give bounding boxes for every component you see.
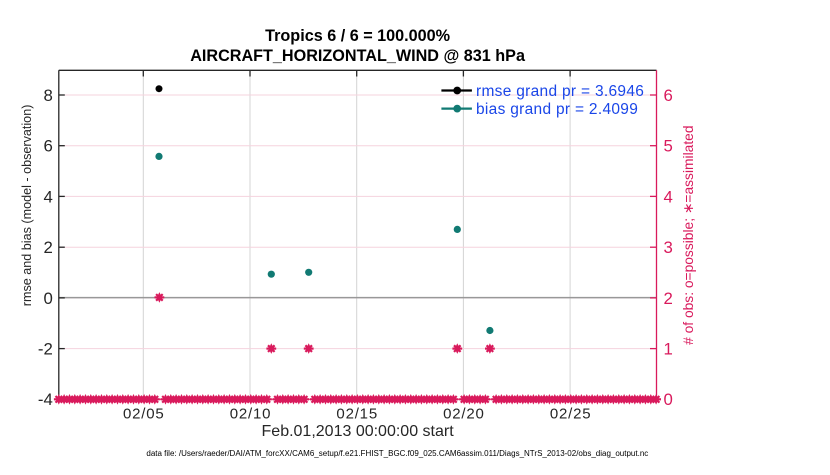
svg-text:AIRCRAFT_HORIZONTAL_WIND @ 831: AIRCRAFT_HORIZONTAL_WIND @ 831 hPa [190,47,526,65]
svg-text:Tropics 6 / 6 = 100.000%: Tropics 6 / 6 = 100.000% [265,27,450,45]
svg-text:rmse grand pr = 3.6946: rmse grand pr = 3.6946 [476,83,644,100]
svg-text:# of obs: o=possible; ∗=assimi: # of obs: o=possible; ∗=assimilated [681,125,696,344]
svg-text:02/25: 02/25 [550,406,592,423]
svg-text:Feb.01,2013 00:00:00 start: Feb.01,2013 00:00:00 start [262,423,455,440]
svg-text:bias grand pr = 2.4099: bias grand pr = 2.4099 [476,101,638,118]
svg-text:6: 6 [664,86,673,105]
svg-text:0: 0 [43,289,52,308]
svg-text:3: 3 [664,238,673,257]
svg-text:2: 2 [43,238,52,257]
svg-text:2: 2 [664,289,673,308]
svg-text:4: 4 [43,187,52,206]
svg-text:6: 6 [43,137,52,156]
svg-text:02/10: 02/10 [230,406,272,423]
svg-text:5: 5 [664,137,673,156]
svg-text:0: 0 [664,390,673,409]
svg-text:-4: -4 [38,390,53,409]
svg-text:02/05: 02/05 [123,406,165,423]
svg-text:-2: -2 [38,340,53,359]
svg-text:data file: /Users/raeder/DAI/A: data file: /Users/raeder/DAI/ATM_forcXX/… [146,449,648,458]
svg-text:4: 4 [664,187,673,206]
svg-text:02/15: 02/15 [336,406,378,423]
svg-text:02/20: 02/20 [443,406,485,423]
svg-text:rmse and bias (model - observa: rmse and bias (model - observation) [20,105,34,307]
svg-text:1: 1 [664,340,673,359]
svg-text:8: 8 [43,86,52,105]
